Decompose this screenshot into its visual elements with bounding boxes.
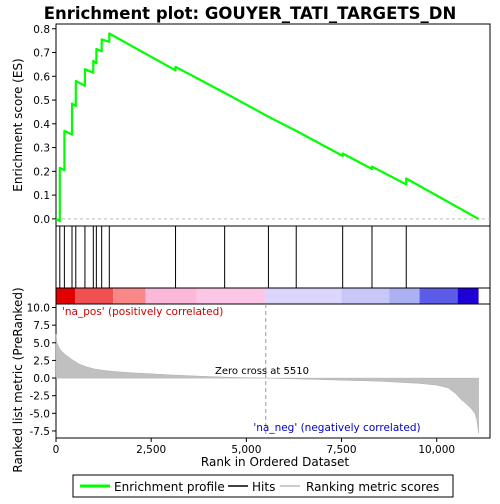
ranked-y-tick-label: -2.5 [30,391,51,403]
ranked-y-tick-label: -7.5 [30,426,51,438]
ranked-y-tick-label: -5.0 [30,408,51,420]
ranked-y-tick-label: 0.0 [33,373,50,385]
es-panel: 0.0 0.1 0.2 0.3 0.4 0.5 0.6 0.7 0.8 Enrichment sc… [11,23,491,227]
legend-enrichment-label: Enrichment profile [114,480,225,494]
heatmap-segment [113,288,146,304]
heatmap-segment [419,288,458,304]
es-y-tick-label: 0.2 [33,166,50,178]
hits-frame [55,225,491,289]
legend-box [72,474,454,498]
heatmap-segment [341,288,390,304]
ranking-metric-area [55,334,479,434]
x-axis-label: Rank in Ordered Dataset [201,455,349,469]
ranked-y-tick-label: 5.0 [33,338,50,350]
hit-panel [55,225,491,289]
positive-correlation-label: 'na_pos' (positively correlated) [62,306,223,318]
ranked-plot-frame [55,303,491,439]
es-y-tick-label: 0.6 [33,71,50,83]
legend-hits-label: Hits [252,480,275,494]
negative-correlation-label: 'na_neg' (negatively correlated) [253,422,420,434]
es-y-tick-label: 0.7 [33,48,50,60]
legend: Enrichment profile Hits Ranking metric sco… [72,474,454,498]
es-y-tick-label: 0.1 [33,190,50,202]
heatmap-segment [56,288,76,304]
legend-ranking-label: Ranking metric scores [306,480,439,494]
heatmap-segment [75,288,114,304]
es-y-tick-label: 0.4 [33,119,50,131]
heatmap-bar [55,287,491,305]
x-tick-label: 0 [53,444,60,456]
ranked-y-axis-label: Ranked list metric (PreRanked) [11,287,25,472]
heatmap-segment [389,288,420,304]
ranked-y-tick-label: 10.0 [27,303,50,315]
zero-cross-label: Zero cross at 5510 [215,366,309,377]
heatmap-segment [457,288,479,304]
x-tick-label: 2,500 [136,444,166,456]
chart-title: Enrichment plot: GOUYER_TATI_TARGETS_DN [44,4,457,23]
enrichment-profile-line [55,32,480,223]
es-y-axis-label: Enrichment score (ES) [11,58,25,191]
es-y-tick-label: 0.0 [33,214,50,226]
x-tick-label: 5,000 [231,444,261,456]
es-y-tick-label: 0.8 [33,24,50,36]
heatmap-segment [265,288,342,304]
ranked-metric-panel: 10.0 7.5 5.0 2.5 0.0 -2.5 -5.0 -7.5 Ranked list … [11,287,491,473]
es-y-tick-label: 0.3 [33,143,50,155]
es-y-tick-label: 0.5 [33,95,50,107]
ranked-y-tick-label: 7.5 [33,320,50,332]
ranked-y-tick-label: 2.5 [33,355,50,367]
es-plot-frame [55,23,491,227]
heatmap-segment [145,288,197,304]
x-tick-label: 7,500 [326,444,356,456]
heatmap-segment [196,288,266,304]
x-tick-label: 10,000 [418,444,455,456]
